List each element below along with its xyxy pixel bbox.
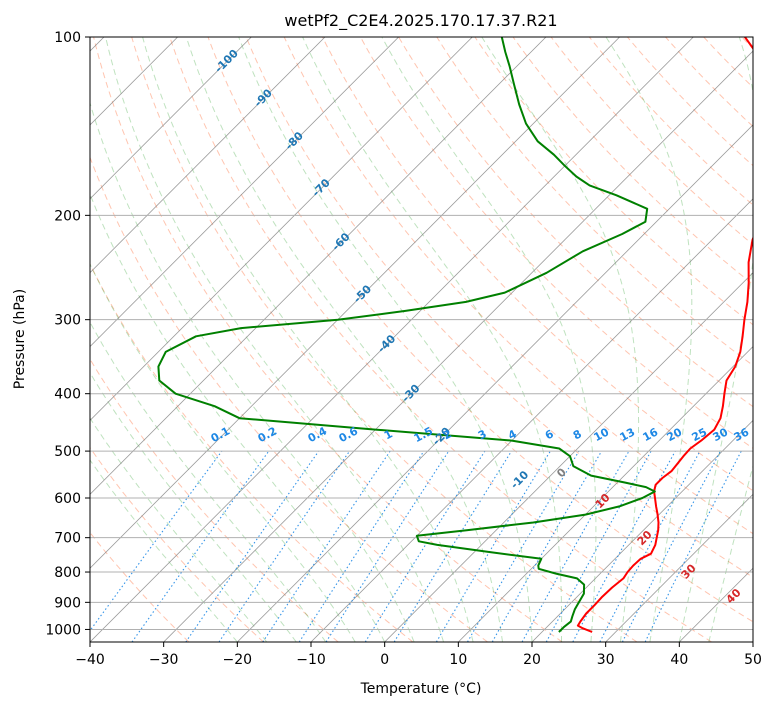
mixing-ratio-line (521, 450, 630, 642)
plot-frame (89, 36, 754, 643)
mixing-ratio-line (572, 450, 676, 642)
moist-adiabat-line (481, 37, 640, 642)
dry-adiabat-line (207, 37, 753, 623)
isotherm-line (90, 37, 547, 495)
x-tick-label: −10 (296, 652, 326, 668)
mixing-ratio-line (393, 450, 512, 642)
moist-adiabat-line (142, 37, 474, 642)
y-tick-label: 400 (54, 387, 81, 403)
y-tick-label: 200 (54, 208, 81, 224)
moist-adiabat-line (90, 459, 238, 642)
mixing-ratio-line (90, 450, 223, 632)
moist-adiabat-line (90, 192, 386, 642)
x-axis-title: Temperature (°C) (360, 681, 482, 697)
y-tick-label: 1000 (45, 622, 81, 638)
mixing-ratio-line (545, 450, 652, 642)
moist-adiabat-line (605, 37, 693, 642)
dry-adiabat-line (90, 263, 414, 642)
x-tick-label: −30 (149, 652, 179, 668)
dry-adiabats (90, 37, 753, 642)
mixing-ratio-label: 16 (641, 425, 661, 444)
y-tick-label: 300 (54, 313, 81, 329)
mixing-ratio-label: 25 (690, 425, 710, 444)
moist-adiabat-line (90, 321, 327, 642)
y-tick-label: 700 (54, 531, 81, 547)
dry-adiabat-line (131, 37, 638, 642)
mixing-ratio-label: 10 (592, 425, 612, 444)
moist-adiabat-line (302, 37, 563, 642)
isotherm-line (237, 124, 753, 642)
mixing-ratio-line (262, 450, 391, 642)
isotherm-line (458, 345, 753, 642)
x-tick-label: 30 (597, 652, 615, 668)
isotherm-line (90, 37, 326, 274)
isotherm-line (310, 198, 753, 642)
isotherm-line (90, 37, 252, 200)
x-tick-label: −20 (223, 652, 253, 668)
mixing-ratio-line (325, 450, 450, 642)
dry-adiabat-line (93, 37, 563, 642)
y-tick-label: 900 (54, 595, 81, 611)
y-axis-title: Pressure (hPa) (12, 289, 28, 389)
chart-title: wetPf2_C2E4.2025.170.17.37.R21 (284, 11, 557, 31)
dry-adiabat-line (245, 37, 753, 578)
isotherm-line (531, 419, 753, 642)
background-lines (90, 37, 753, 642)
x-tick-label: 10 (449, 652, 467, 668)
dewpoint-profile-line (157, 37, 656, 633)
temperature-profile-line (576, 37, 753, 633)
y-tick-label: 100 (54, 30, 81, 46)
dry-adiabat-line (398, 37, 753, 408)
isotherm-line (90, 37, 620, 569)
moist-adiabat-line (185, 37, 503, 642)
moist-adiabat-line (678, 37, 753, 642)
isotherms (90, 37, 753, 642)
mixing-ratio-line (644, 450, 742, 642)
isotherm-line (605, 493, 753, 642)
mixing-ratio-line (298, 450, 425, 642)
moist-adiabat-line (708, 464, 753, 642)
mixing-ratio-label: 36 (732, 425, 752, 444)
dry-adiabat-line (436, 37, 753, 367)
mixing-ratio-line (218, 450, 351, 642)
isotherm-line (90, 37, 399, 348)
dry-adiabat-line (627, 37, 753, 167)
dry-adiabat-line (321, 37, 753, 492)
moist-adiabat-line (90, 417, 268, 642)
x-axis: −40 −30 −20 −10 0 10 20 30 40 50 (75, 642, 762, 668)
mixing-ratio-label: 30 (711, 425, 731, 444)
mixing-ratio-label: 20 (665, 425, 685, 444)
mixing-ratio-line (131, 450, 270, 642)
isotherm-line (90, 37, 694, 642)
x-tick-label: 50 (744, 652, 762, 668)
moist-adiabat-line (90, 371, 297, 642)
y-tick-label: 600 (54, 491, 81, 507)
y-tick-label: 500 (54, 444, 81, 460)
mixing-ratio-lines (90, 450, 742, 642)
isotherm-line (752, 641, 753, 642)
dry-adiabat-line (512, 37, 753, 286)
mixing-ratio-line (185, 450, 320, 642)
profile-lines (157, 37, 753, 633)
y-tick-label: 800 (54, 565, 81, 581)
isotherm-line (384, 272, 753, 642)
moist-adiabat-line (381, 37, 597, 642)
isotherm-line (163, 50, 753, 642)
mixing-ratio-label: 13 (618, 425, 638, 444)
x-tick-label: 20 (523, 652, 541, 668)
dry-adiabat-line (550, 37, 753, 246)
x-tick-label: 0 (380, 652, 389, 668)
x-tick-label: 40 (670, 652, 688, 668)
isotherm-line (90, 37, 473, 421)
moist-adiabat-line (90, 263, 356, 642)
dry-adiabat-line (90, 446, 264, 642)
moist-adiabat-line (105, 37, 445, 642)
moist-adiabat-line (238, 37, 533, 642)
x-tick-label: −40 (75, 652, 105, 668)
y-axis: 100 200 300 400 500 600 700 800 900 1000 (45, 30, 90, 638)
